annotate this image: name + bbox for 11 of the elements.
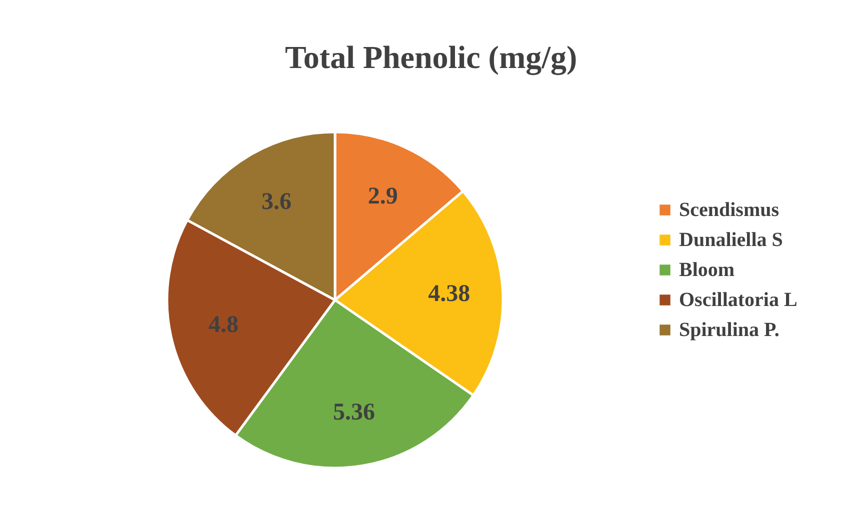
legend-label: Spirulina P. [679, 319, 780, 341]
data-label: 3.6 [262, 188, 292, 215]
data-label: 4.38 [428, 281, 470, 308]
chart-title: Total Phenolic (mg/g) [285, 39, 578, 76]
legend-label: Scendismus [679, 199, 780, 221]
legend-label: Dunaliella S [679, 229, 783, 251]
legend-label: Bloom [679, 259, 735, 281]
data-label: 2.9 [368, 183, 398, 210]
data-label: 4.8 [208, 312, 239, 338]
legend-label: Oscillatoria L [679, 289, 798, 311]
data-label: 5.36 [333, 400, 376, 426]
